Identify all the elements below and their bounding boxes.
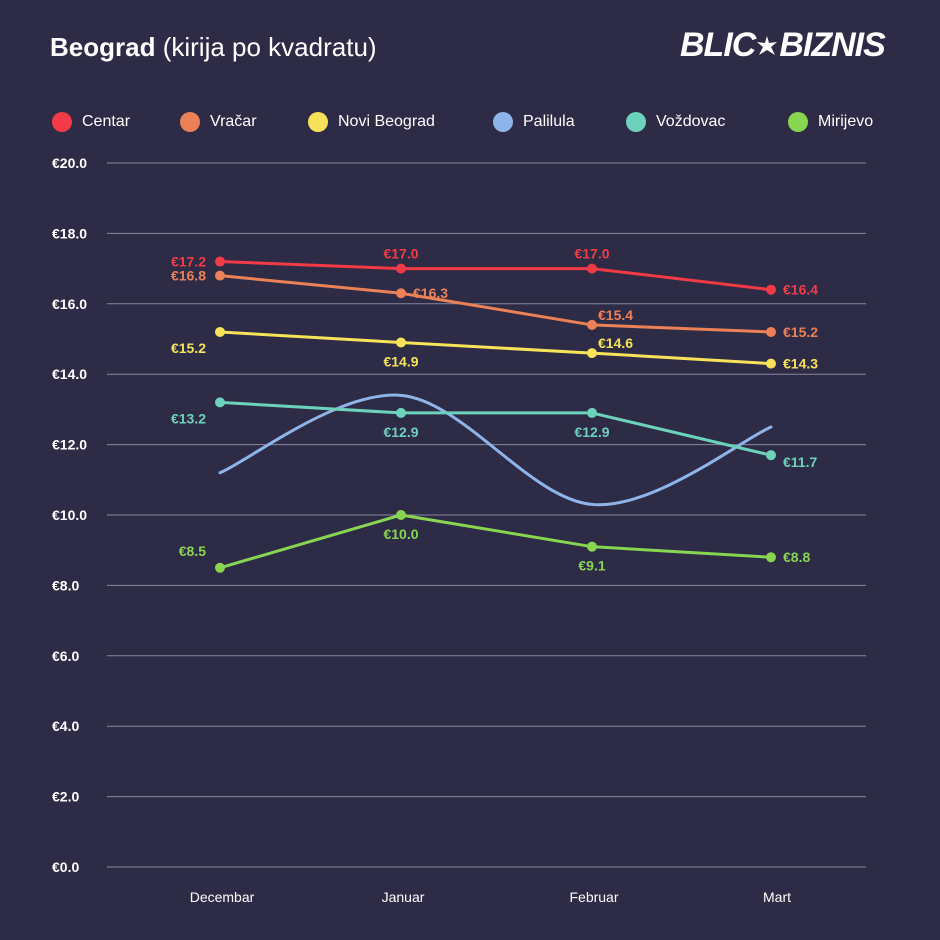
data-label: €14.9 <box>383 354 418 370</box>
data-point <box>587 319 597 330</box>
data-label: €15.4 <box>598 307 633 323</box>
data-label: €11.7 <box>783 454 817 470</box>
title-bold: Beograd <box>50 32 156 62</box>
data-label: €17.0 <box>383 246 418 262</box>
legend-item: Mirijevo <box>788 112 873 132</box>
data-label: €17.0 <box>574 246 609 262</box>
burst-icon <box>757 35 778 55</box>
series-line <box>218 274 773 334</box>
y-tick-label: €2.0 <box>52 789 79 805</box>
data-point <box>396 263 406 274</box>
data-label: €13.2 <box>171 410 206 426</box>
y-tick-label: €4.0 <box>52 718 79 734</box>
data-label: €8.5 <box>179 543 206 559</box>
legend-label: Palilula <box>523 113 575 130</box>
data-label: €15.2 <box>783 324 818 340</box>
y-tick-label: €10.0 <box>52 507 87 523</box>
data-label: €9.1 <box>578 558 605 574</box>
data-point <box>215 326 225 337</box>
data-label: €15.2 <box>171 340 206 356</box>
legend-swatch <box>493 112 513 132</box>
data-point <box>766 358 776 369</box>
legend-label: Voždovac <box>656 113 726 130</box>
data-point <box>396 510 406 520</box>
data-label: €12.9 <box>574 424 609 440</box>
legend-swatch <box>180 112 200 132</box>
brand-left: BLIC <box>680 26 756 64</box>
data-point <box>766 552 776 563</box>
series-line <box>218 393 773 507</box>
y-tick-label: €18.0 <box>52 225 87 241</box>
legend-item: Voždovac <box>626 112 725 132</box>
series-line <box>218 260 773 292</box>
y-tick-label: €20.0 <box>52 155 87 171</box>
data-point <box>587 541 597 552</box>
legend-swatch <box>788 112 808 132</box>
series-line <box>218 513 773 570</box>
legend-label: Mirijevo <box>818 113 874 130</box>
data-point <box>215 270 225 281</box>
data-label: €16.4 <box>783 282 818 298</box>
legend-swatch <box>52 112 72 132</box>
legend-item: Palilula <box>493 112 575 132</box>
data-label: €14.3 <box>783 356 818 372</box>
legend-item: Vračar <box>180 112 257 132</box>
data-point <box>215 562 225 573</box>
data-label: €10.0 <box>383 526 418 542</box>
x-tick-label: Januar <box>382 889 425 905</box>
y-tick-label: €0.0 <box>52 859 79 875</box>
data-point <box>396 288 406 299</box>
series-line <box>218 400 773 457</box>
data-point <box>587 407 597 418</box>
data-label: €16.3 <box>413 285 448 301</box>
data-point <box>766 450 776 461</box>
legend-swatch <box>308 112 328 132</box>
legend-swatch <box>626 112 646 132</box>
legend-label: Novi Beograd <box>338 113 435 130</box>
legend: Centar Vračar Novi Beograd Palilula Voždovac… <box>52 112 892 138</box>
data-label: €12.9 <box>383 424 418 440</box>
x-tick-label: Februar <box>569 889 618 905</box>
legend-item: Novi Beograd <box>308 112 435 132</box>
data-point <box>766 284 776 295</box>
x-tick-label: Mart <box>763 889 791 905</box>
data-label: €8.8 <box>783 549 810 565</box>
y-tick-label: €8.0 <box>52 577 79 593</box>
data-label: €14.6 <box>598 335 633 351</box>
y-tick-label: €6.0 <box>52 648 79 664</box>
x-tick-label: Decembar <box>190 889 255 905</box>
data-point <box>587 348 597 359</box>
data-point <box>215 256 225 267</box>
brand-logo: BLIC BIZNIS <box>680 26 886 65</box>
data-point <box>396 337 406 348</box>
data-label: €17.2 <box>171 254 206 270</box>
brand-right: BIZNIS <box>779 26 885 64</box>
legend-label: Centar <box>82 113 131 130</box>
data-label: €16.8 <box>171 268 206 284</box>
data-point <box>215 397 225 408</box>
series-line <box>218 330 773 366</box>
data-point <box>766 326 776 337</box>
data-point <box>587 263 597 274</box>
y-tick-label: €16.0 <box>52 296 87 312</box>
legend-item: Centar <box>52 112 130 132</box>
legend-label: Vračar <box>210 113 257 130</box>
title-rest: (kirija po kvadratu) <box>162 32 377 62</box>
data-point <box>396 407 406 418</box>
y-tick-label: €14.0 <box>52 366 87 382</box>
y-tick-label: €12.0 <box>52 437 87 453</box>
chart-title: Beograd (kirija po kvadratu) <box>50 32 377 63</box>
